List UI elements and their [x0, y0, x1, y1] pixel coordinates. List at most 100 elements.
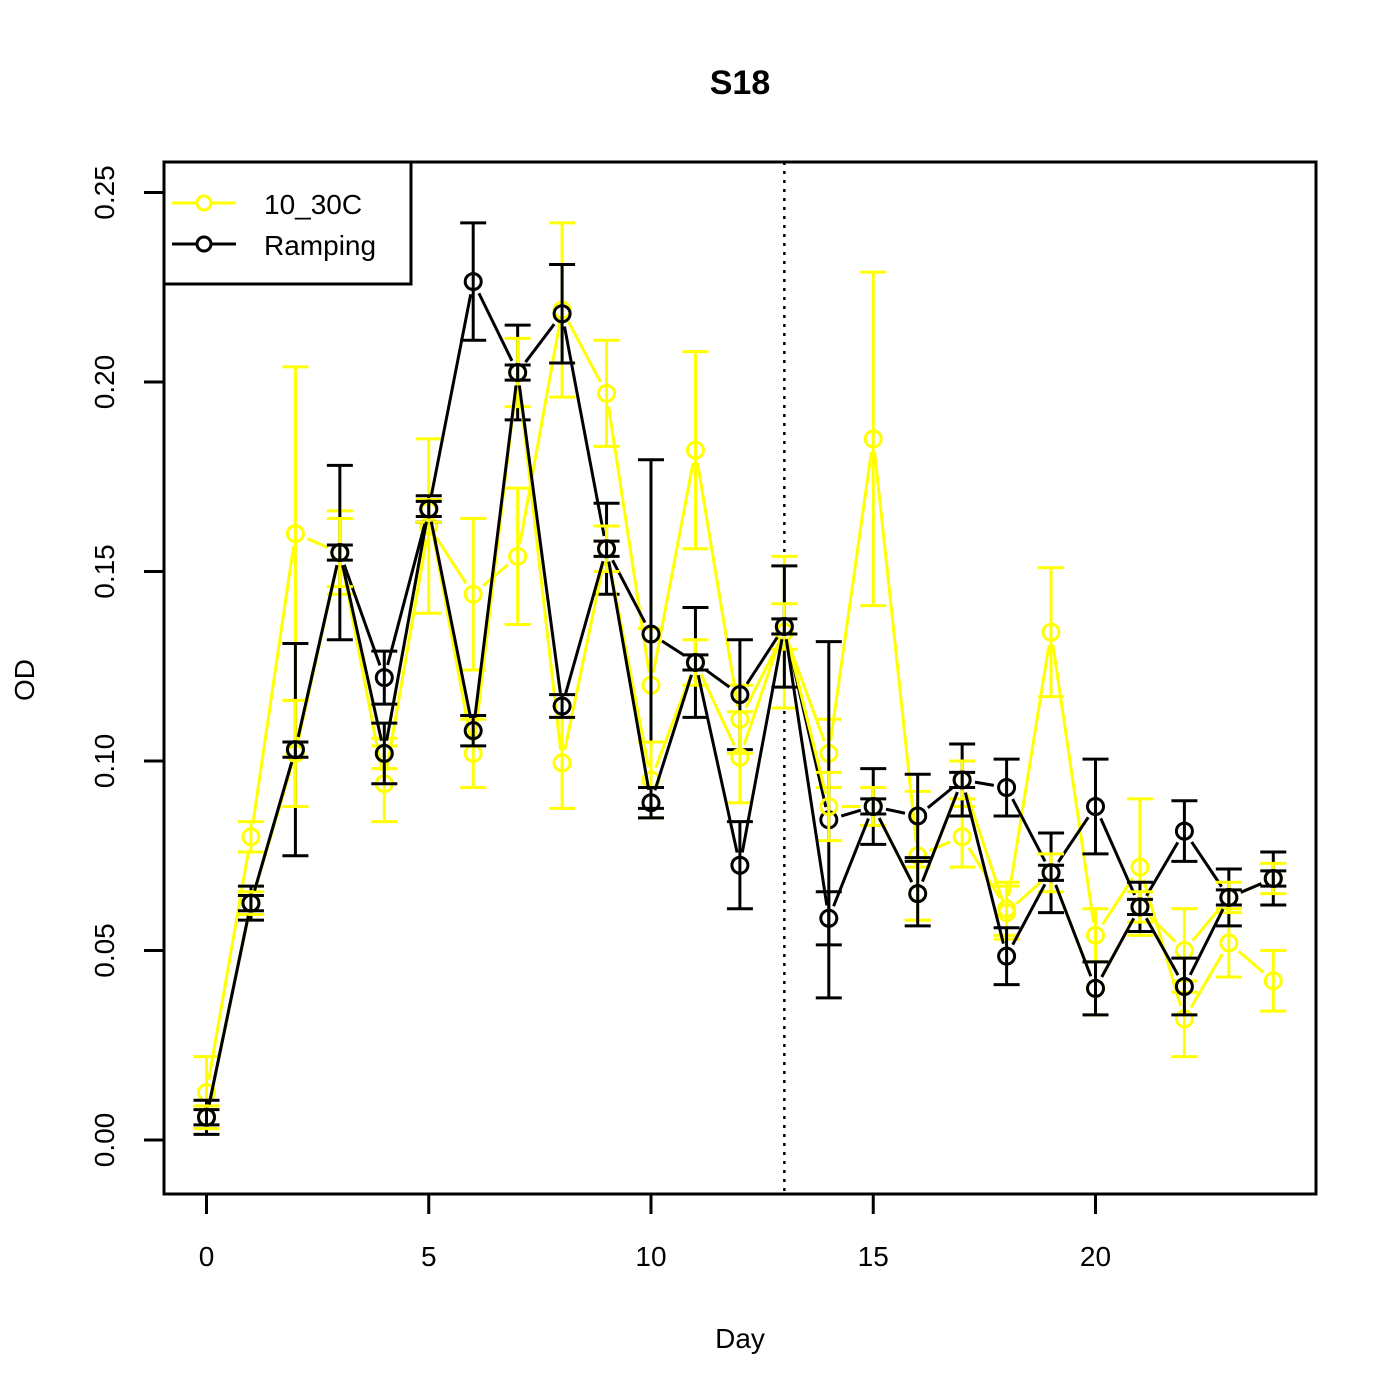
- data-point: [1130, 897, 1150, 917]
- x-tick-label: 0: [199, 1241, 215, 1272]
- series-line-segment: [877, 817, 914, 883]
- x-tick-label: 20: [1080, 1241, 1111, 1272]
- x-tick-label: 5: [421, 1241, 437, 1272]
- data-point: [641, 793, 661, 813]
- series-line-segment: [651, 462, 695, 673]
- series-line-segment: [1240, 882, 1262, 894]
- series-0: [193, 221, 1287, 1131]
- data-point: [730, 855, 750, 875]
- x-tick-label: 10: [635, 1241, 666, 1272]
- data-point: [1086, 796, 1105, 816]
- series-line-segment: [607, 561, 651, 791]
- data-point: [774, 616, 794, 636]
- y-tick-label: 0.00: [89, 1113, 120, 1168]
- series-3: [193, 363, 1287, 1127]
- series-line-segment: [1051, 644, 1096, 923]
- series-line-segment: [477, 292, 514, 362]
- series-line-segment: [253, 761, 294, 892]
- y-tick-label: 0.10: [89, 734, 120, 789]
- y-tick-label: 0.25: [89, 165, 120, 220]
- series-line-segment: [1011, 883, 1047, 946]
- series-line-segment: [517, 385, 562, 694]
- series-line-segment: [742, 638, 782, 746]
- plot-area: [193, 162, 1287, 1194]
- series-line-segment: [705, 668, 731, 689]
- data-point: [552, 696, 572, 716]
- legend-marker-ramping: [195, 235, 213, 253]
- series-line-segment: [661, 639, 686, 657]
- data-point: [463, 272, 483, 292]
- series-line-segment: [434, 536, 468, 585]
- data-point: [685, 652, 705, 672]
- data-point: [1086, 925, 1105, 945]
- data-point: [908, 806, 928, 826]
- legend: 10_30C Ramping: [162, 160, 413, 286]
- series-line-segment: [964, 791, 1004, 901]
- data-point: [508, 363, 528, 383]
- data-point: [197, 1107, 216, 1127]
- data-point: [597, 539, 617, 559]
- data-point: [863, 796, 883, 816]
- data-point: [1263, 971, 1283, 991]
- data-point: [730, 747, 750, 767]
- data-point: [330, 543, 350, 563]
- data-point: [1219, 887, 1239, 907]
- series-line-segment: [518, 322, 562, 544]
- data-point: [552, 304, 572, 324]
- series-line-segment: [563, 326, 606, 537]
- data-point: [285, 524, 305, 544]
- y-tick-label: 0.20: [89, 355, 120, 410]
- series-line-segment: [524, 323, 556, 364]
- series-line-segment: [929, 840, 951, 853]
- x-axis: 0 5 10 15 20: [199, 1192, 1111, 1272]
- data-point: [374, 668, 394, 688]
- series-line-segment: [306, 537, 329, 549]
- data-point: [1086, 978, 1105, 998]
- series-line-segment: [1148, 914, 1177, 943]
- series-line-segment: [342, 564, 382, 666]
- series-line-segment: [744, 643, 780, 709]
- series-line-segment: [1011, 798, 1047, 862]
- series-line-segment: [1007, 644, 1051, 897]
- data-point: [1041, 863, 1061, 883]
- data-point: [952, 770, 972, 790]
- data-point: [1174, 977, 1194, 997]
- data-point: [997, 903, 1017, 923]
- y-axis-label: OD: [9, 659, 40, 701]
- series-line-segment: [696, 462, 740, 707]
- series-line-segment: [740, 638, 784, 853]
- series-line-segment: [386, 521, 427, 666]
- series-line-segment: [829, 451, 873, 741]
- legend-label-10-30c: 10_30C: [264, 189, 362, 220]
- series-line-segment: [921, 791, 959, 883]
- data-point: [374, 743, 394, 763]
- series-line-segment: [1189, 953, 1224, 1009]
- series-line-segment: [873, 451, 918, 843]
- series-line-segment: [1100, 917, 1136, 978]
- data-point: [952, 827, 972, 847]
- series-line-segment: [963, 792, 1005, 944]
- series-line-segment: [207, 849, 251, 1081]
- series-line-segment: [566, 320, 602, 383]
- series-line-segment: [787, 643, 826, 742]
- series-line-segment: [429, 521, 473, 719]
- data-point: [597, 383, 617, 403]
- data-point: [419, 499, 439, 519]
- series-line-segment: [385, 538, 429, 772]
- series-line-segment: [341, 564, 383, 742]
- series-line-segment: [974, 780, 995, 787]
- series-line-segment: [1101, 877, 1135, 926]
- series-line-segment: [653, 674, 693, 791]
- y-axis: 0.00 0.05 0.10 0.15 0.20 0.25: [89, 165, 166, 1168]
- data-point: [908, 884, 928, 904]
- chart-title: S18: [710, 64, 771, 102]
- y-tick-label: 0.05: [89, 923, 120, 978]
- data-point: [863, 429, 883, 449]
- series-line-segment: [473, 385, 518, 718]
- series-line-segment: [429, 294, 473, 497]
- series-line-segment: [1190, 841, 1223, 888]
- x-tick-label: 15: [858, 1241, 889, 1272]
- series-line-segment: [926, 786, 953, 809]
- series-line-segment: [786, 638, 828, 795]
